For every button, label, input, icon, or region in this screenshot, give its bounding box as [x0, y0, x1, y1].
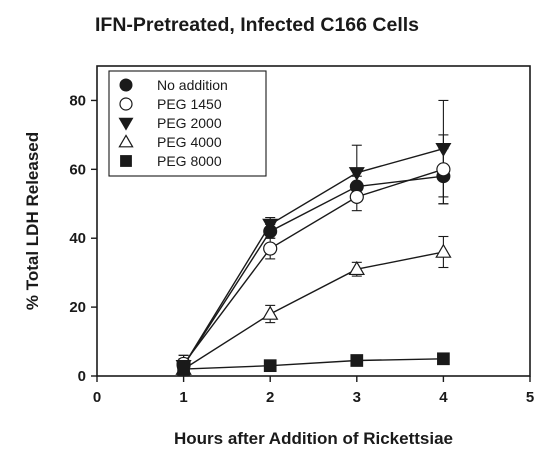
legend-label: PEG 8000	[157, 153, 222, 169]
marker-open-circle	[119, 97, 133, 111]
marker-filled-square	[263, 359, 277, 373]
marker-filled-triangle	[435, 142, 452, 157]
marker-filled-square	[350, 354, 364, 367]
series-line	[183, 358, 444, 370]
series-markers	[176, 162, 451, 372]
y-axis-label: % Total LDH Released	[23, 132, 42, 310]
marker-open-triangle	[118, 134, 134, 148]
series-peg-4000	[178, 235, 449, 374]
marker-open-circle	[436, 162, 451, 177]
chart-title: IFN-Pretreated, Infected C166 Cells	[95, 14, 420, 36]
legend-label: PEG 4000	[157, 134, 222, 150]
y-tick-label: 40	[69, 230, 86, 247]
x-tick-label: 2	[266, 389, 274, 406]
marker-open-triangle	[262, 305, 279, 320]
marker-filled-triangle	[348, 167, 365, 181]
series-line	[183, 147, 444, 367]
legend-label: No addition	[157, 77, 228, 93]
series-no-addition	[178, 148, 449, 377]
marker-open-circle	[349, 189, 364, 204]
marker-open-triangle	[435, 243, 452, 258]
marker-filled-square	[177, 362, 190, 376]
x-tick-label: 0	[93, 389, 101, 406]
marker-filled-square	[120, 155, 132, 167]
x-tick-label: 3	[353, 389, 361, 406]
y-tick-label: 60	[69, 161, 86, 178]
series-line	[183, 168, 444, 365]
series-markers	[176, 169, 451, 373]
series-peg-8000	[178, 356, 449, 372]
marker-filled-circle	[119, 78, 133, 92]
x-axis-label: Hours after Addition of Rickettsiae	[174, 429, 453, 448]
marker-filled-triangle	[262, 218, 279, 233]
marker-open-triangle	[348, 260, 365, 276]
x-tick-label: 1	[179, 389, 187, 406]
x-tick-label: 4	[439, 389, 448, 406]
plot-frame	[96, 65, 531, 377]
series-line	[183, 251, 444, 370]
x-tick-label: 5	[526, 389, 534, 406]
y-tick-label: 0	[78, 368, 86, 385]
legend-label: PEG 2000	[157, 115, 222, 131]
series-markers	[177, 352, 450, 376]
series-line	[183, 175, 444, 367]
marker-open-circle	[263, 241, 278, 256]
y-tick-label: 80	[69, 92, 86, 109]
marker-filled-triangle	[118, 117, 134, 131]
marker-filled-square	[437, 352, 450, 366]
legend-box	[108, 70, 267, 177]
y-tick-label: 20	[69, 299, 86, 316]
legend-label: PEG 1450	[157, 96, 222, 112]
